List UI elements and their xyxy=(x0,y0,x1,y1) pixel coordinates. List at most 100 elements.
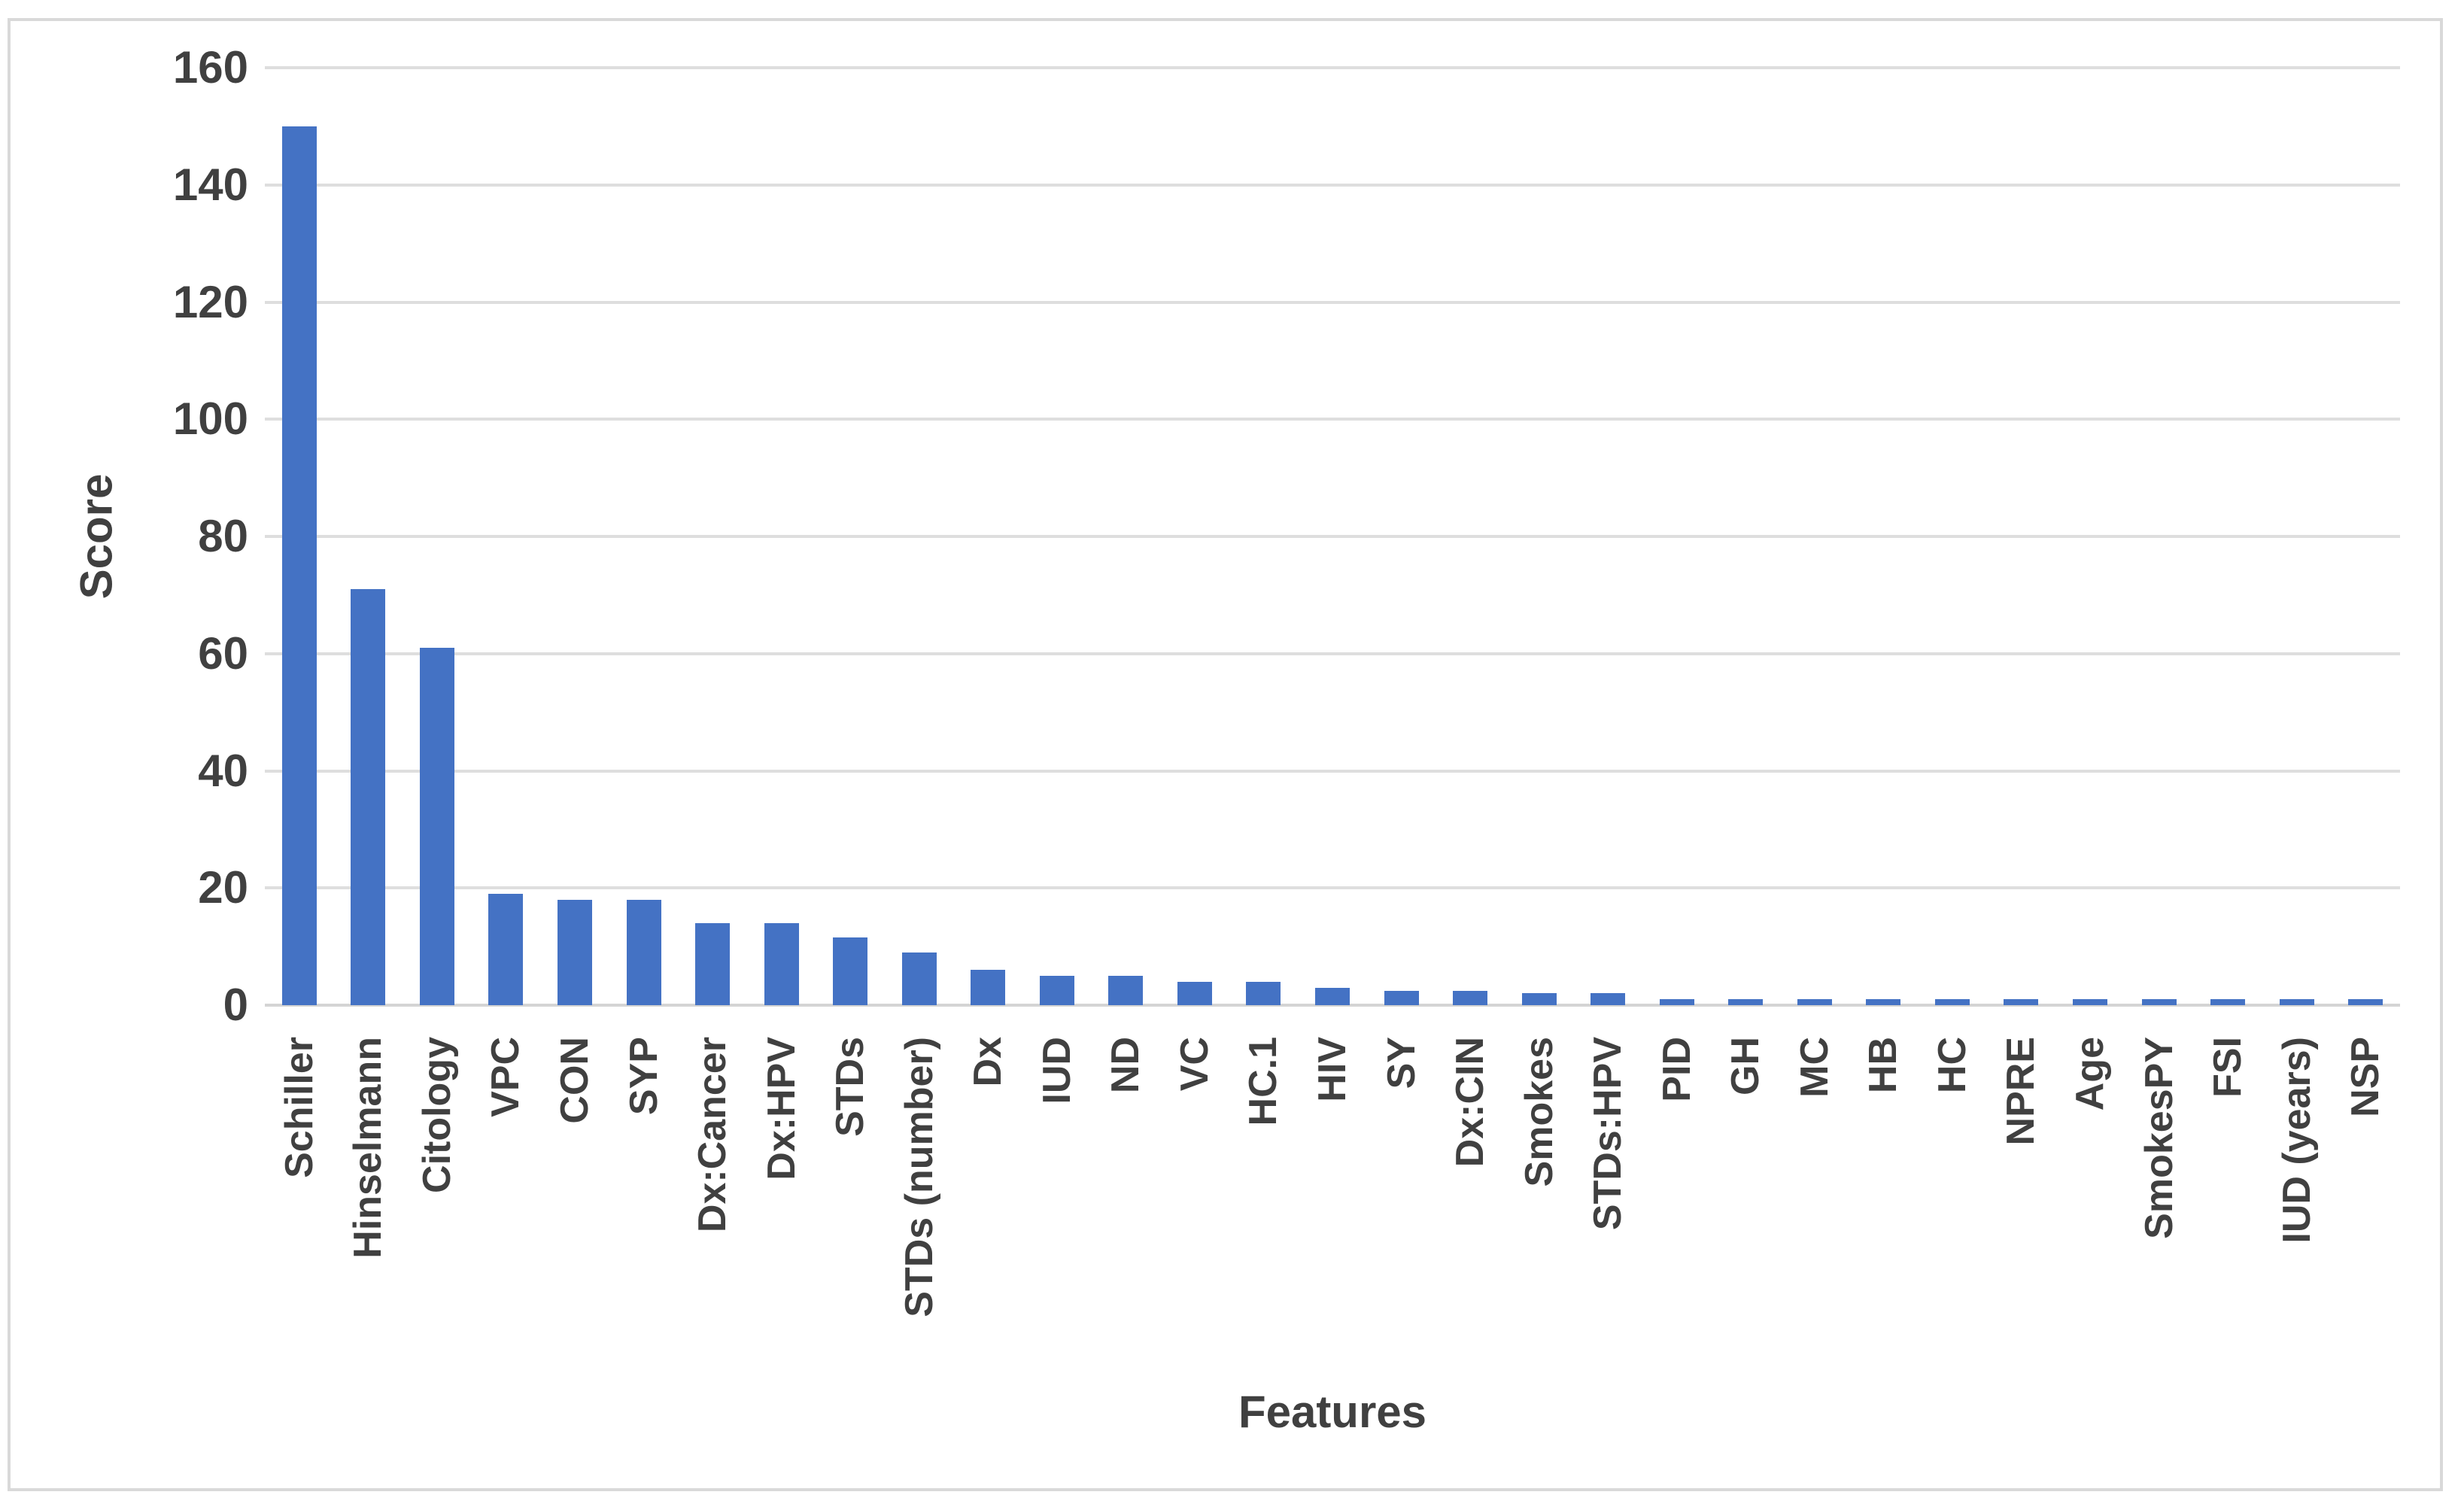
bar-IUD (years) xyxy=(2279,999,2314,1005)
x-label-slot: NPRE xyxy=(1987,1005,2056,1411)
x-label-Dx:CIN: Dx:CIN xyxy=(1448,1037,1493,1168)
bar-STDs (number) xyxy=(901,952,937,1005)
x-label-HC: HC xyxy=(1930,1037,1974,1094)
gridline-20 xyxy=(265,886,2400,890)
x-label-Hinselmann: Hinselmann xyxy=(346,1037,390,1259)
bar-slot xyxy=(1780,68,1849,1005)
bar-slot xyxy=(609,68,679,1005)
bar-slot xyxy=(747,68,816,1005)
x-label-slot: Dx:CIN xyxy=(1436,1005,1505,1411)
bar-slot xyxy=(1849,68,1919,1005)
bars-container xyxy=(265,68,2400,1005)
x-label-NSP: NSP xyxy=(2344,1037,2388,1117)
bar-slot xyxy=(1987,68,2056,1005)
x-label-slot: ND xyxy=(1092,1005,1161,1411)
x-label-Citology: Citology xyxy=(415,1037,459,1193)
y-tick-label-0: 0 xyxy=(223,980,248,1030)
x-label-slot: SmokesPY xyxy=(2125,1005,2194,1411)
x-label-MC: MC xyxy=(1792,1037,1837,1098)
bar-slot xyxy=(1505,68,1574,1005)
bar-slot xyxy=(334,68,403,1005)
x-label-slot: Citology xyxy=(403,1005,472,1411)
x-label-IUD: IUD xyxy=(1035,1037,1079,1104)
x-label-SYP: SYP xyxy=(621,1037,666,1116)
bar-slot xyxy=(678,68,747,1005)
bar-Age xyxy=(2072,999,2107,1005)
x-label-slot: HC.1 xyxy=(1229,1005,1299,1411)
x-label-HC.1: HC.1 xyxy=(1241,1037,1286,1126)
x-label-slot: CON xyxy=(540,1005,609,1411)
y-tick-label-80: 80 xyxy=(198,511,248,561)
bar-slot xyxy=(1022,68,1092,1005)
bar-slot xyxy=(1711,68,1780,1005)
x-label-SmokesPY: SmokesPY xyxy=(2137,1037,2181,1239)
bar-slot xyxy=(2262,68,2332,1005)
bar-Schiller xyxy=(281,126,317,1005)
y-tick-label-120: 120 xyxy=(172,276,248,327)
x-label-slot: Dx:Cancer xyxy=(678,1005,747,1411)
x-label-PID: PID xyxy=(1654,1037,1699,1102)
x-label-slot: Dx xyxy=(953,1005,1022,1411)
x-label-SY: SY xyxy=(1379,1037,1423,1089)
x-label-STDs:HPV: STDs:HPV xyxy=(1586,1037,1630,1231)
bar-Dx:CIN xyxy=(1453,990,1488,1005)
y-axis-tick-labels: 0 20 40 60 80 100 120 140 160 xyxy=(45,0,248,1510)
bar-NSP xyxy=(2348,999,2383,1005)
bar-SmokesPY xyxy=(2141,999,2177,1005)
x-label-slot: Schiller xyxy=(265,1005,334,1411)
bar-slot xyxy=(1092,68,1161,1005)
bar-Hinselmann xyxy=(351,589,386,1005)
x-label-slot: GH xyxy=(1711,1005,1780,1411)
y-tick-label-40: 40 xyxy=(198,745,248,796)
x-label-slot: MC xyxy=(1780,1005,1849,1411)
bar-slot xyxy=(2125,68,2194,1005)
x-label-slot: Dx:HPV xyxy=(747,1005,816,1411)
y-tick-label-140: 140 xyxy=(172,159,248,210)
y-tick-label-160: 160 xyxy=(172,42,248,93)
x-label-VC: VC xyxy=(1172,1037,1217,1092)
x-label-Age: Age xyxy=(2068,1037,2112,1111)
x-label-slot: Hinselmann xyxy=(334,1005,403,1411)
x-label-slot: NSP xyxy=(2331,1005,2400,1411)
bar-VPC xyxy=(488,894,524,1005)
x-label-Dx:HPV: Dx:HPV xyxy=(759,1037,804,1180)
plot-area xyxy=(265,66,2400,1007)
gridline-140 xyxy=(265,183,2400,187)
bar-MC xyxy=(1797,999,1832,1005)
gridline-0 xyxy=(265,1004,2400,1007)
x-label-CON: CON xyxy=(552,1037,597,1124)
bar-slot xyxy=(1642,68,1712,1005)
bar-SY xyxy=(1384,990,1419,1005)
y-tick-label-100: 100 xyxy=(172,393,248,445)
x-label-slot: STDs xyxy=(816,1005,885,1411)
y-tick-label-60: 60 xyxy=(198,627,248,679)
x-label-slot: IUD xyxy=(1022,1005,1092,1411)
bar-slot xyxy=(1367,68,1436,1005)
bar-Citology xyxy=(419,647,454,1005)
x-label-STDs (number): STDs (number) xyxy=(897,1037,941,1317)
bar-IUD xyxy=(1039,976,1074,1005)
x-label-Dx: Dx xyxy=(966,1037,1010,1087)
bar-STDs:HPV xyxy=(1591,993,1626,1005)
x-label-slot: STDs (number) xyxy=(885,1005,954,1411)
bar-HB xyxy=(1866,999,1901,1005)
bar-STDs xyxy=(833,937,868,1005)
bar-ND xyxy=(1108,976,1144,1005)
bar-slot xyxy=(1573,68,1642,1005)
bar-SYP xyxy=(626,899,661,1005)
x-label-STDs: STDs xyxy=(828,1037,873,1137)
y-axis-title-text: Score xyxy=(71,473,122,600)
bar-slot xyxy=(2331,68,2400,1005)
x-label-NPRE: NPRE xyxy=(1999,1037,2043,1146)
bar-PID xyxy=(1659,999,1694,1005)
gridline-100 xyxy=(265,418,2400,421)
y-tick-label-20: 20 xyxy=(198,862,248,913)
bar-FSI xyxy=(2210,999,2246,1005)
x-label-FSI: FSI xyxy=(2206,1037,2250,1098)
x-label-slot: VPC xyxy=(472,1005,541,1411)
bar-GH xyxy=(1728,999,1764,1005)
bar-slot xyxy=(2055,68,2125,1005)
x-label-ND: ND xyxy=(1104,1037,1148,1094)
bar-HC.1 xyxy=(1246,981,1281,1005)
